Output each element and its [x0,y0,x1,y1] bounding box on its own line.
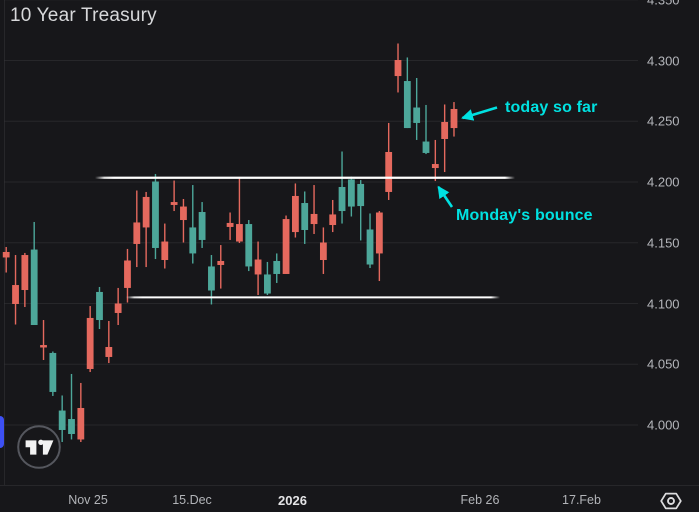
annotation-today-so-far: today so far [505,99,598,116]
candles [2,43,458,443]
tradingview-logo-icon[interactable] [15,423,63,476]
y-axis-label: 4.100 [647,296,680,311]
y-axis-label: 4.200 [647,174,680,190]
annotation-mondays-bounce: Monday's bounce [456,206,593,224]
annotation-arrows [437,106,498,208]
horizontal-level-lines [95,176,515,299]
x-axis-label: 17.Feb [562,493,601,507]
x-axis-label: Feb 26 [460,493,500,507]
x-axis-label-year: 2026 [278,493,307,508]
x-axis-label: Nov 25 [68,493,108,507]
y-axis-label: 4.350 [647,0,687,7]
x-axis-label: 15.Dec [172,493,212,507]
gridlines [0,0,699,486]
y-axis-label: 4.150 [647,235,680,251]
chart-title: 10 Year Treasury [10,5,157,26]
y-axis-label: 4.250 [647,113,680,129]
y-axis-label: 4.300 [647,53,680,68]
y-axis-label: 4.000 [647,417,680,433]
y-axis-label: 4.050 [647,356,680,372]
settings-hexagon-icon[interactable] [659,491,683,512]
left-edge-tab[interactable] [0,416,4,448]
